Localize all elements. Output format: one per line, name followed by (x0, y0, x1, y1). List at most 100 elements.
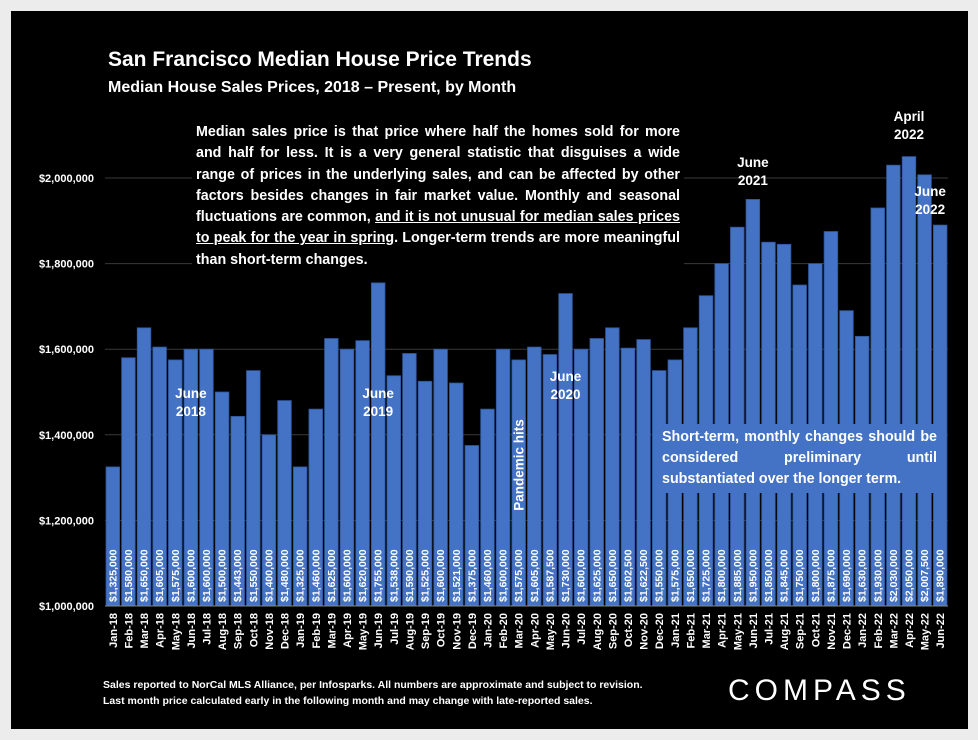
bar (932, 224, 948, 607)
x-tick-label: Jun-18 (186, 613, 198, 648)
bar-value-label: $1,605,000 (154, 549, 166, 602)
month-annotation: June (175, 386, 207, 401)
month-annotation: April (894, 109, 925, 124)
explanatory-note: Median sales price is that price where h… (192, 121, 684, 273)
bar-value-label: $1,575,000 (669, 549, 681, 602)
y-tick-label: $1,000,000 (39, 601, 94, 613)
x-tick-label: Oct-19 (436, 613, 448, 647)
x-tick-label: Nov-18 (264, 613, 276, 650)
bar-value-label: $1,850,000 (763, 549, 775, 602)
x-tick-label: Aug-21 (779, 613, 791, 650)
bar-value-label: $1,460,000 (482, 549, 494, 602)
x-tick-label: Jan-19 (295, 613, 307, 648)
x-tick-label: Nov-21 (826, 613, 838, 650)
x-tick-label: Sep-18 (233, 613, 245, 649)
bar-value-label: $1,620,000 (357, 549, 369, 602)
x-tick-label: Jun-21 (748, 613, 760, 648)
bar-value-label: $1,875,000 (825, 549, 837, 602)
x-tick-label: Aug-19 (404, 613, 416, 650)
bar-value-label: $1,930,000 (872, 549, 884, 602)
x-tick-label: Mar-20 (514, 613, 526, 648)
bar-value-label: $1,400,000 (263, 549, 275, 602)
x-tick-label: Sep-21 (795, 613, 807, 649)
bar-value-label: $1,625,000 (591, 549, 603, 602)
y-tick-label: $1,200,000 (39, 515, 94, 527)
month-annotation: 2018 (176, 404, 207, 419)
x-tick-label: Jul-19 (389, 613, 401, 645)
y-tick-label: $1,400,000 (39, 430, 94, 442)
x-tick-label: Mar-19 (326, 613, 338, 648)
x-tick-label: Jan-22 (857, 613, 869, 648)
footer-line-2: Last month price calculated early in the… (103, 695, 593, 707)
bar-value-label: $1,500,000 (217, 549, 229, 602)
month-annotation: 2022 (894, 127, 924, 142)
x-tick-label: May-22 (920, 613, 932, 650)
x-tick-label: May-20 (545, 613, 557, 650)
bar (870, 207, 885, 607)
note-text: Median sales price is that price where h… (196, 124, 680, 226)
x-tick-label: Apr-19 (342, 613, 354, 648)
x-tick-label: Apr-22 (904, 613, 916, 648)
x-tick-label: Jan-18 (108, 613, 120, 648)
x-tick-label: Oct-21 (810, 613, 822, 647)
footer-notes: Sales reported to NorCal MLS Alliance, p… (103, 677, 643, 709)
note-underlined-text: and it is not unusual for median sales p… (196, 209, 680, 247)
x-tick-label: May-21 (732, 613, 744, 650)
bar-value-label: $1,730,000 (560, 549, 572, 602)
x-tick-label: Apr-18 (155, 613, 167, 648)
x-tick-label: Jun-19 (373, 613, 385, 648)
bar-value-label: $1,575,000 (513, 549, 525, 602)
bar (745, 198, 761, 607)
month-annotation: June (737, 155, 769, 170)
x-tick-label: Jul-18 (201, 613, 213, 645)
bar-value-label: $1,538,000 (388, 549, 400, 602)
month-annotation: June (362, 386, 394, 401)
bar-value-label: $1,950,000 (747, 549, 759, 602)
bar-value-label: $1,550,000 (248, 549, 260, 602)
x-tick-label: Dec-21 (842, 613, 854, 649)
month-annotation: 2021 (738, 173, 769, 188)
y-tick-label: $1,600,000 (39, 344, 94, 356)
x-tick-label: Mar-21 (701, 613, 713, 648)
chart-title: San Francisco Median House Price Trends (108, 48, 532, 71)
bar-value-label: $1,600,000 (435, 549, 447, 602)
x-tick-label: Jan-20 (482, 613, 494, 648)
bar-value-label: $1,580,000 (123, 549, 135, 602)
bar-value-label: $1,600,000 (185, 549, 197, 602)
bar-value-label: $1,600,000 (201, 549, 213, 602)
bar-value-label: $1,690,000 (841, 549, 853, 602)
bar (886, 164, 901, 607)
month-annotation: 2019 (363, 404, 393, 419)
x-tick-label: Aug-20 (592, 613, 604, 650)
x-tick-label: Nov-20 (639, 613, 651, 650)
x-tick-label: Dec-18 (280, 613, 292, 649)
month-annotation: June (914, 184, 946, 199)
bar-value-label: $1,600,000 (341, 549, 353, 602)
bar-value-label: $1,605,000 (529, 549, 541, 602)
x-tick-label: Oct-20 (623, 613, 635, 647)
x-tick-label: Jul-20 (576, 613, 588, 645)
bar-value-label: $2,007,500 (919, 549, 931, 602)
y-tick-label: $2,000,000 (39, 173, 94, 185)
bar-value-label: $1,650,000 (685, 549, 697, 602)
x-tick-label: Jun-20 (561, 613, 573, 648)
month-annotation: June (550, 369, 582, 384)
short-term-note: Short-term, monthly changes should be co… (657, 424, 942, 493)
x-tick-label: May-18 (170, 613, 182, 650)
x-tick-label: Feb-18 (123, 613, 135, 648)
x-tick-label: Aug-18 (217, 613, 229, 650)
y-tick-label: $1,800,000 (39, 259, 94, 271)
bar-value-label: $1,650,000 (139, 549, 151, 602)
pandemic-annotation: Pandemic hits (512, 419, 527, 511)
bar-value-label: $1,590,000 (404, 549, 416, 602)
month-annotation: 2020 (551, 387, 581, 402)
x-tick-label: Mar-22 (888, 613, 900, 648)
bar-value-label: $1,845,000 (779, 549, 791, 602)
x-tick-label: Nov-19 (451, 613, 463, 650)
bar-value-label: $1,625,000 (326, 549, 338, 602)
bar (901, 156, 917, 607)
bar-value-label: $1,755,000 (373, 549, 385, 602)
bar-value-label: $2,030,000 (888, 549, 900, 602)
bar-value-label: $1,325,000 (295, 549, 307, 602)
